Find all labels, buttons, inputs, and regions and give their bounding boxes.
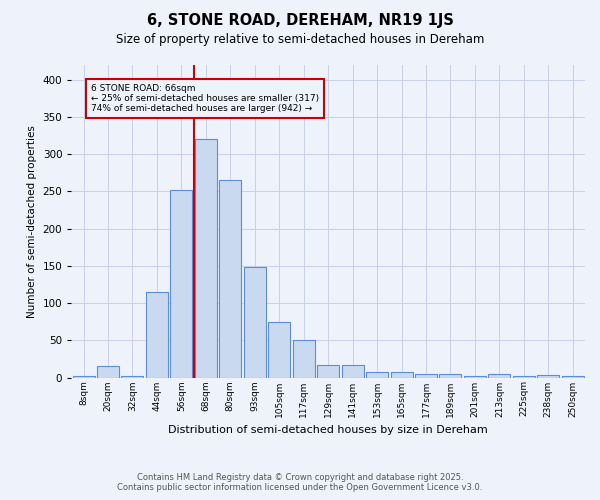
Bar <box>341 365 364 378</box>
Text: Size of property relative to semi-detached houses in Dereham: Size of property relative to semi-detach… <box>116 32 484 46</box>
Bar <box>121 376 143 378</box>
Bar <box>538 376 559 378</box>
Bar <box>317 365 339 378</box>
Bar <box>73 376 95 378</box>
X-axis label: Distribution of semi-detached houses by size in Dereham: Distribution of semi-detached houses by … <box>168 425 488 435</box>
Bar <box>464 376 486 378</box>
Bar <box>220 180 241 378</box>
Text: Contains HM Land Registry data © Crown copyright and database right 2025.
Contai: Contains HM Land Registry data © Crown c… <box>118 473 482 492</box>
Bar <box>244 268 266 378</box>
Bar <box>170 190 193 378</box>
Text: 6, STONE ROAD, DEREHAM, NR19 1JS: 6, STONE ROAD, DEREHAM, NR19 1JS <box>146 12 454 28</box>
Bar <box>391 372 413 378</box>
Bar <box>513 376 535 378</box>
Bar <box>415 374 437 378</box>
Bar <box>293 340 315 378</box>
Bar <box>366 372 388 378</box>
Bar <box>562 376 584 378</box>
Bar <box>268 322 290 378</box>
Bar <box>97 366 119 378</box>
Bar <box>146 292 168 378</box>
Y-axis label: Number of semi-detached properties: Number of semi-detached properties <box>27 125 37 318</box>
Bar <box>195 140 217 378</box>
Text: 6 STONE ROAD: 66sqm
← 25% of semi-detached houses are smaller (317)
74% of semi-: 6 STONE ROAD: 66sqm ← 25% of semi-detach… <box>91 84 319 114</box>
Bar <box>488 374 511 378</box>
Bar <box>439 374 461 378</box>
